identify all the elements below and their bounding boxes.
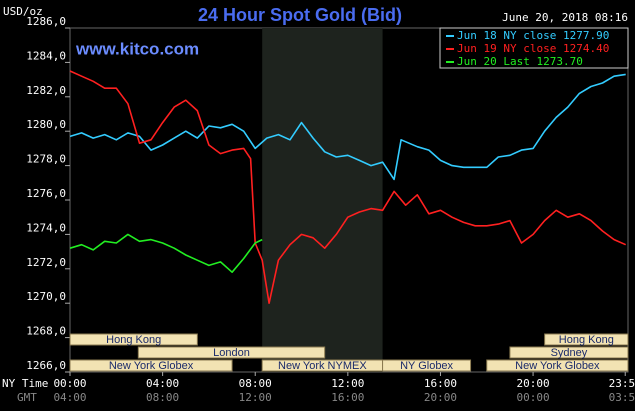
session-label: Hong Kong (106, 334, 161, 346)
x-tick-label: 08:00 (239, 377, 272, 390)
x-tick-label: 00:00 (53, 377, 86, 390)
y-tick-label: 1272,0 (26, 256, 66, 269)
session-label: Hong Kong (559, 334, 614, 346)
legend-label: Jun 19 NY close 1274.40 (457, 42, 609, 55)
plot-area (69, 27, 629, 373)
x2-label: GMT (17, 391, 37, 404)
y-tick-label: 1274,0 (26, 221, 66, 234)
y-tick-label: 1266,0 (26, 359, 66, 372)
chart-title: 24 Hour Spot Gold (Bid) (198, 5, 402, 25)
session-label: London (213, 347, 250, 359)
session-bar (69, 359, 233, 372)
x-label: NY Time (2, 377, 48, 390)
x-tick-label: 16:00 (424, 377, 457, 390)
series-line (69, 233, 263, 273)
series-line (69, 70, 627, 304)
session-label: NY Globex (400, 360, 453, 372)
y-unit: USD/oz (3, 5, 43, 18)
session-bar (382, 359, 472, 372)
y-tick-label: 1270,0 (26, 290, 66, 303)
session-label: New York Globex (109, 360, 194, 372)
legend (439, 27, 629, 69)
y-tick-label: 1276,0 (26, 187, 66, 200)
timestamp: June 20, 2018 08:16 (502, 11, 628, 24)
x2-tick-label: 00:00 (517, 391, 550, 404)
watermark: www.kitco.com (75, 39, 199, 58)
session-bar (486, 359, 629, 372)
y-tick-label: 1268,0 (26, 325, 66, 338)
legend-label: Jun 18 NY close 1277.90 (457, 29, 609, 42)
x2-tick-label: 16:00 (331, 391, 364, 404)
session-label: Sydney (551, 347, 588, 359)
legend-label: Jun 20 Last 1273.70 (457, 55, 583, 68)
session-label: New York NYMEX (278, 360, 367, 372)
x-tick-label: 23:59 (609, 377, 635, 390)
series-line (69, 73, 626, 181)
session-bar (509, 346, 629, 359)
y-tick-label: 1278,0 (26, 153, 66, 166)
y-tick-label: 1286,0 (26, 15, 66, 28)
y-tick-label: 1284,0 (26, 49, 66, 62)
x2-tick-label: 04:00 (53, 391, 86, 404)
session-bar (544, 333, 629, 346)
x2-tick-label: 08:00 (146, 391, 179, 404)
session-bar (69, 333, 198, 346)
session-label: New York Globex (515, 360, 600, 372)
x-tick-label: 20:00 (517, 377, 550, 390)
x2-tick-label: 20:00 (424, 391, 457, 404)
x-tick-label: 12:00 (331, 377, 364, 390)
session-bar (137, 346, 326, 359)
x2-tick-label: 03:59 (609, 391, 635, 404)
x-tick-label: 04:00 (146, 377, 179, 390)
shaded-period (262, 28, 383, 372)
y-tick-label: 1282,0 (26, 84, 66, 97)
x2-tick-label: 12:00 (239, 391, 272, 404)
y-tick-label: 1280,0 (26, 118, 66, 131)
